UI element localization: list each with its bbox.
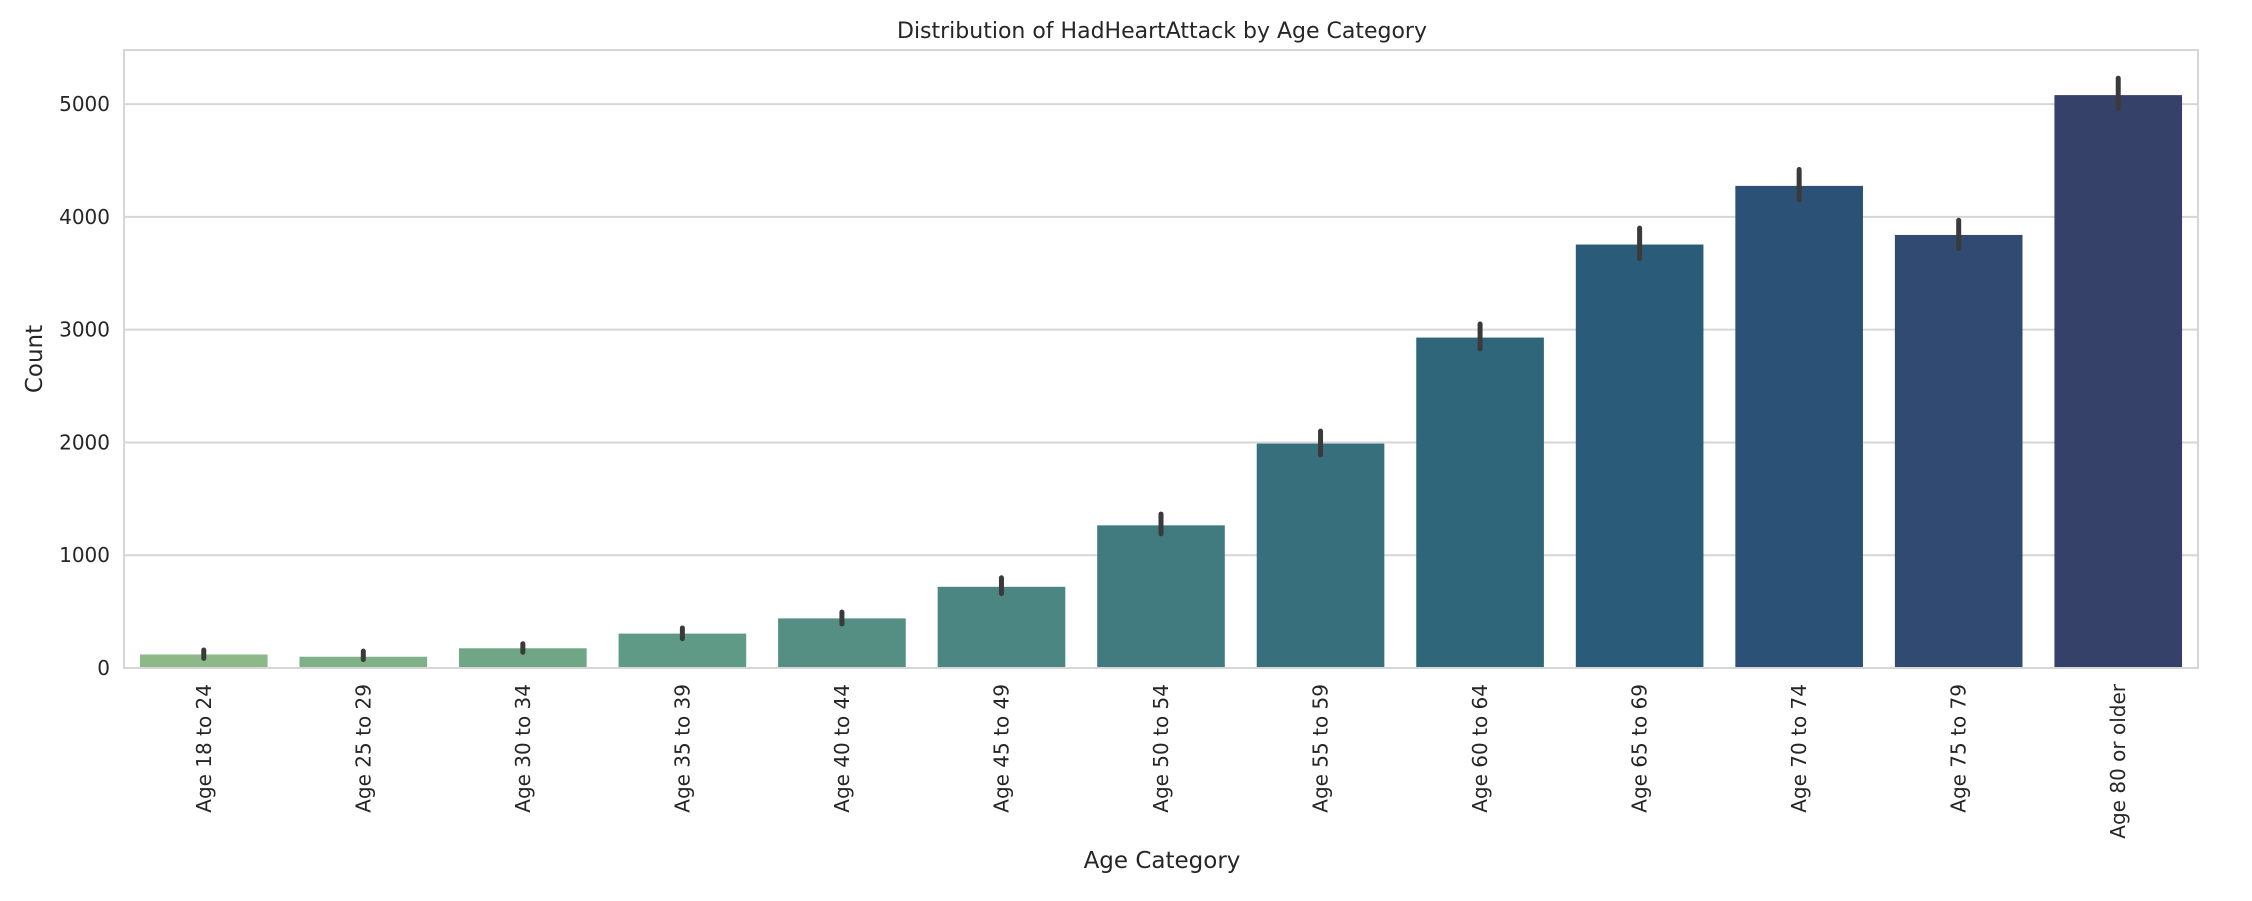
x-tick-label: Age 55 to 59: [1309, 684, 1333, 813]
y-tick-label: 1000: [59, 543, 110, 567]
bar: [1416, 337, 1544, 668]
plot-frame: [123, 49, 2199, 669]
x-tick-label: Age 60 to 64: [1468, 684, 1492, 813]
bar: [139, 654, 268, 668]
y-tick-label: 3000: [59, 318, 110, 342]
y-tick-label: 5000: [59, 92, 110, 116]
bar: [2054, 95, 2183, 668]
bar: [778, 618, 906, 668]
bar: [459, 648, 587, 668]
error-bars: [201, 75, 2121, 663]
bar: [1575, 244, 1704, 668]
bar: [1894, 234, 2023, 668]
y-tick-labels: 0 1000 2000 3000 4000 5000: [59, 92, 110, 680]
bars: [139, 95, 2183, 668]
x-tick-label: Age 80 or older: [2106, 683, 2130, 838]
chart-title: Distribution of HadHeartAttack by Age Ca…: [897, 19, 1427, 44]
x-tick-label: Age 30 to 34: [511, 684, 535, 813]
x-axis-label: Age Category: [1084, 848, 1241, 874]
x-tick-label: Age 35 to 39: [670, 684, 694, 813]
y-tick-label: 0: [97, 656, 110, 680]
x-tick-label: Age 70 to 74: [1787, 684, 1811, 813]
x-tick-label: Age 65 to 69: [1628, 684, 1652, 813]
x-tick-labels: Age 18 to 24 Age 25 to 29 Age 30 to 34 Age …: [192, 683, 2130, 838]
bar: [1256, 443, 1385, 668]
bar: [937, 586, 1066, 668]
x-tick-label: Age 25 to 29: [351, 684, 375, 813]
bar: [1097, 525, 1225, 668]
bar: [1735, 185, 1863, 668]
x-tick-label: Age 45 to 49: [989, 684, 1013, 813]
y-axis-label: Count: [22, 325, 48, 393]
x-tick-label: Age 50 to 54: [1149, 684, 1173, 813]
x-tick-label: Age 40 to 44: [830, 684, 854, 813]
bar: [299, 656, 428, 668]
x-tick-label: Age 75 to 79: [1947, 684, 1971, 813]
y-tick-label: 2000: [59, 430, 110, 454]
y-tick-label: 4000: [59, 205, 110, 229]
x-tick-label: Age 18 to 24: [192, 684, 216, 813]
